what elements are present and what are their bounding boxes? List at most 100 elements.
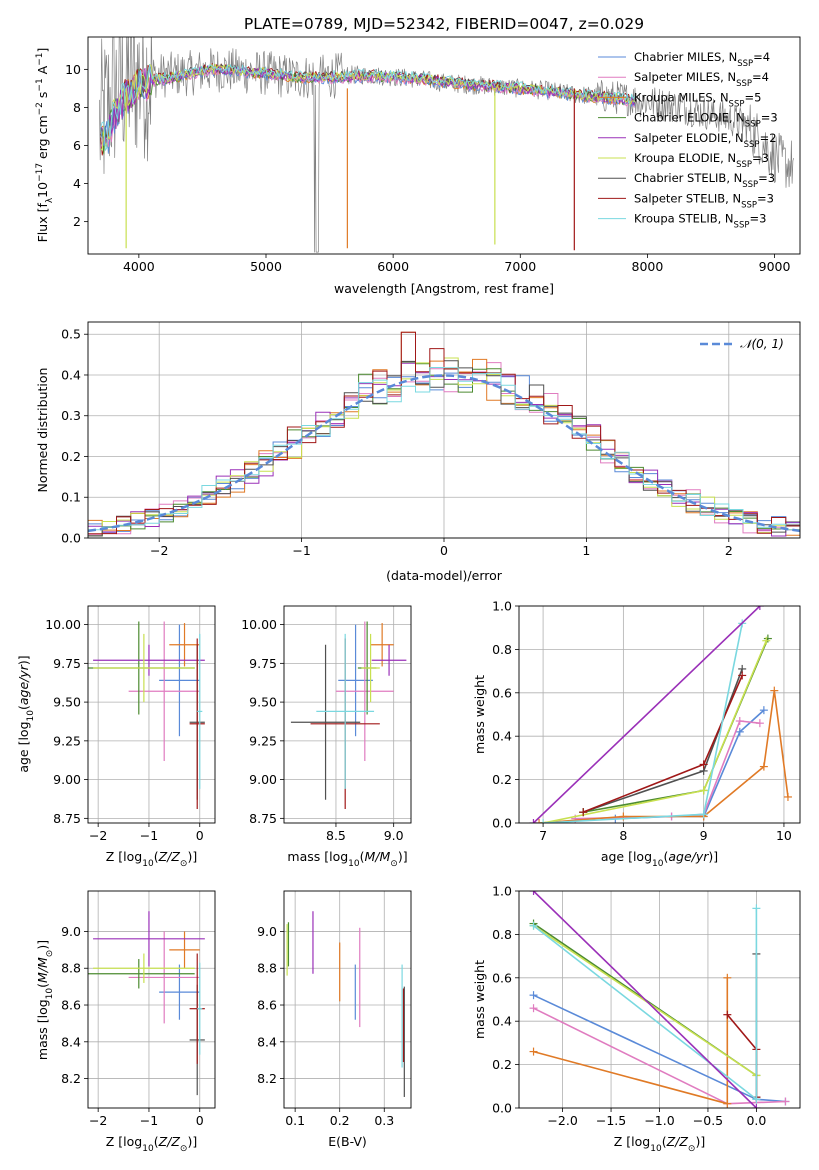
x-axis-label: Z [log10(Z/Z⊙)] bbox=[614, 1134, 705, 1154]
y-tick-label: 9.00 bbox=[53, 772, 81, 787]
label-part: Z [log bbox=[614, 1134, 650, 1149]
label-part: )] bbox=[187, 1134, 197, 1149]
y-tick-label: 0.0 bbox=[492, 1101, 512, 1116]
y-tick-label: 0.6 bbox=[492, 970, 512, 985]
y-tick-label: 0.5 bbox=[61, 327, 81, 342]
y-tick-label: 9.75 bbox=[249, 656, 277, 671]
axes-border bbox=[87, 605, 216, 824]
weight-line-4 bbox=[532, 606, 761, 823]
legend-name: Kroupa ELODIE, N bbox=[634, 151, 736, 165]
label-part: Z/Z bbox=[158, 849, 181, 864]
x-tick-label: 6000 bbox=[377, 259, 409, 274]
legend-tail: =3 bbox=[758, 171, 775, 185]
y-tick-label: 0.1 bbox=[61, 490, 81, 505]
legend-tail: =4 bbox=[752, 70, 769, 84]
label-part: erg cm bbox=[35, 115, 50, 163]
label-part: age [log bbox=[601, 849, 652, 864]
label-part: )] bbox=[695, 1134, 705, 1149]
x-tick-label: −1.0 bbox=[644, 1113, 674, 1128]
legend-name: Kroupa MILES, N bbox=[634, 90, 729, 104]
label-part: 10 bbox=[142, 859, 154, 869]
x-tick-label: 0 bbox=[196, 1113, 204, 1128]
label-part: 10 bbox=[142, 1144, 154, 1154]
y-tick-label: 8 bbox=[73, 100, 81, 115]
y-axis-label: mass weight bbox=[472, 960, 487, 1039]
label-part: ⊙ bbox=[180, 1144, 188, 1154]
label-part: Z/Z bbox=[666, 1134, 689, 1149]
label-part: )] bbox=[187, 849, 197, 864]
x-axis-label: E(B-V) bbox=[328, 1134, 367, 1149]
x-tick-label: 4000 bbox=[123, 259, 155, 274]
label-part: ⊙ bbox=[180, 859, 188, 869]
legend-tail: =3 bbox=[752, 151, 769, 165]
label-part: A bbox=[35, 65, 50, 78]
label-part: )] bbox=[35, 940, 50, 950]
plot-area bbox=[88, 331, 800, 537]
y-tick-label: 8.2 bbox=[61, 1071, 81, 1086]
axes-border bbox=[518, 605, 801, 824]
x-axis-label: wavelength [Angstrom, rest frame] bbox=[334, 281, 554, 296]
x-tick-label: −0.5 bbox=[693, 1113, 723, 1128]
axes-frame: −2 −1 08.28.48.68.89.0Z [log10(Z/Z⊙)]mass … bbox=[35, 890, 216, 1154]
x-tick-label: 0.3 bbox=[374, 1113, 394, 1128]
legend-tail: =4 bbox=[753, 50, 770, 64]
weight-line-2 bbox=[539, 689, 789, 823]
x-tick-label: 5000 bbox=[250, 259, 282, 274]
model-spectrum-4 bbox=[100, 64, 636, 145]
y-tick-label: 0.0 bbox=[492, 816, 512, 831]
x-tick-label: −2 bbox=[150, 543, 168, 558]
y-tick-label: 0.0 bbox=[61, 531, 81, 546]
label-part: −17 bbox=[35, 163, 45, 182]
plot-area bbox=[99, 37, 794, 253]
x-tick-label: 0.0 bbox=[746, 1113, 766, 1128]
legend-name: Kroupa STELIB, N bbox=[634, 212, 734, 226]
label-part: ( bbox=[154, 849, 159, 864]
label-part: 10 bbox=[45, 988, 55, 1000]
x-tick-label: −2 bbox=[89, 828, 107, 843]
axes-frame: 8.5 9.0 8.75 9.00 9.25 9.50 9.75 10.00 mass [log… bbox=[241, 605, 412, 869]
x-tick-label: 0.2 bbox=[330, 1113, 350, 1128]
axes-border bbox=[283, 890, 412, 1109]
axes-age-vs-mass: 8.5 9.0 8.75 9.00 9.25 9.50 9.75 10.00 mass [log… bbox=[241, 605, 412, 869]
label-part: ⊙ bbox=[45, 950, 55, 958]
axes-frame: −2 −1 0 1 2 0.0 0.1 0.2 0.3 0.4 0.5 𝒩(0, 1) (data-mo… bbox=[35, 321, 801, 583]
label-part: 10 bbox=[35, 182, 50, 198]
y-tick-label: 0.2 bbox=[492, 1057, 512, 1072]
legend-tail: =3 bbox=[761, 111, 778, 125]
axes-spectrum: 4000 5000 6000 7000 8000 9000 2 4 6 8 10 Chabrier M… bbox=[35, 36, 801, 296]
label-part: Z [log bbox=[106, 1134, 142, 1149]
label-part: mass [log bbox=[35, 999, 50, 1060]
axes-border bbox=[283, 605, 412, 824]
legend-tail: =3 bbox=[749, 212, 766, 226]
x-tick-label: 7000 bbox=[504, 259, 536, 274]
x-tick-label: 8 bbox=[619, 828, 627, 843]
y-tick-label: 8.6 bbox=[61, 998, 81, 1013]
y-tick-label: 0.8 bbox=[492, 642, 512, 657]
legend-label: Kroupa STELIB, NSSP=3 bbox=[634, 212, 766, 231]
model-spectrum-8 bbox=[100, 64, 636, 151]
axes-weight-vs-Z: −2.0 −1.5 −1.0 −0.5 0.0 0.0 0.2 0.4 0.6 0.8 1.0 Z [… bbox=[472, 884, 801, 1154]
label-part: age/yr bbox=[16, 664, 31, 705]
x-tick-label: 9000 bbox=[759, 259, 791, 274]
legend-sub: SSP bbox=[737, 59, 753, 69]
legend-sub: SSP bbox=[744, 140, 760, 150]
x-tick-label: 1 bbox=[582, 543, 590, 558]
y-axis-label: mass weight bbox=[472, 675, 487, 754]
axes-residuals: −2 −1 0 1 2 0.0 0.1 0.2 0.3 0.4 0.5 𝒩(0, 1) (data-mo… bbox=[35, 321, 801, 583]
label-part: ( bbox=[662, 1134, 667, 1149]
label-part: ( bbox=[663, 849, 668, 864]
y-axis-label: mass [log10(M/M⊙)] bbox=[35, 940, 55, 1060]
label-part: )] bbox=[398, 849, 408, 864]
y-tick-label: 8.4 bbox=[257, 1034, 277, 1049]
y-tick-label: 8.75 bbox=[249, 811, 277, 826]
y-tick-label: 4 bbox=[73, 176, 81, 191]
label-part: 10 bbox=[26, 710, 36, 722]
plot-area bbox=[529, 606, 792, 823]
label-part: E(B-V) bbox=[328, 1134, 367, 1149]
y-tick-label: 8.6 bbox=[257, 998, 277, 1013]
label-part: −1 bbox=[35, 53, 45, 66]
